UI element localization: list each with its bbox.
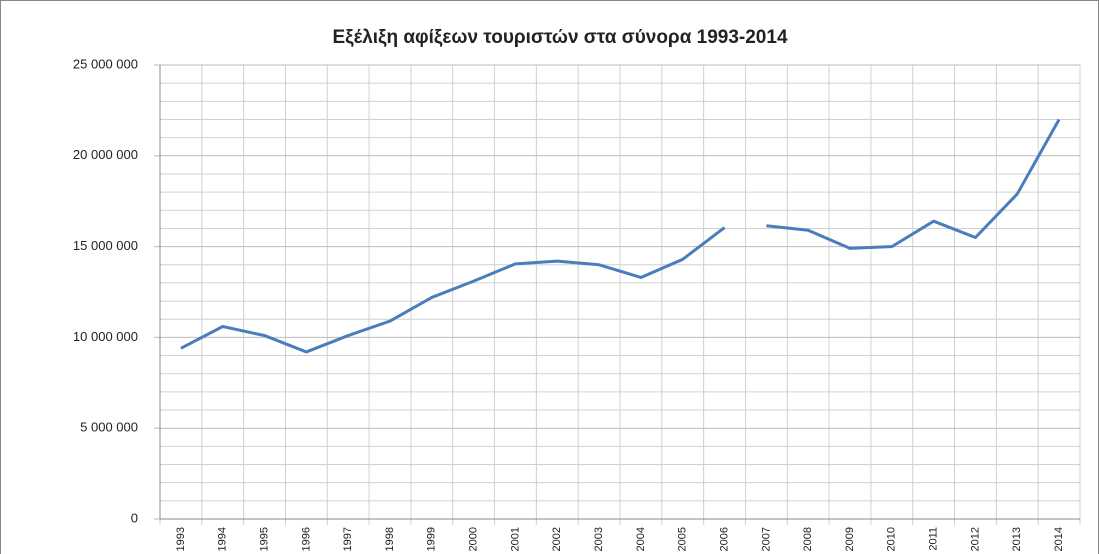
x-tick-label: 1993	[175, 527, 187, 551]
data-line	[766, 118, 1061, 250]
x-tick-label: 2010	[886, 527, 898, 551]
x-tick-label: 1994	[217, 527, 229, 551]
y-tick-label: 5 000 000	[80, 420, 138, 435]
x-tick-label: 2013	[1011, 527, 1023, 551]
chart-title: Εξέλιξη αφίξεων τουριστών στα σύνορα 199…	[332, 27, 787, 48]
y-tick-label: 15 000 000	[73, 238, 138, 253]
y-tick-label: 20 000 000	[73, 147, 138, 162]
x-tick-label: 2004	[635, 527, 647, 551]
x-tick-label: 2005	[677, 527, 689, 551]
x-tick-label: 2002	[551, 527, 563, 551]
data-line	[180, 226, 726, 354]
y-tick-label: 10 000 000	[73, 329, 138, 344]
y-tick-label: 25 000 000	[73, 56, 138, 71]
x-tick-label: 2007	[760, 527, 772, 551]
x-tick-label: 1999	[426, 527, 438, 551]
x-tick-label: 2001	[509, 527, 521, 551]
x-tick-label: 2008	[802, 527, 814, 551]
x-tick-label: 1995	[258, 527, 270, 551]
y-tick-label: 0	[131, 510, 138, 525]
x-tick-label: 2009	[844, 527, 856, 551]
x-tick-label: 2003	[593, 527, 605, 551]
x-tick-label: 2000	[468, 527, 480, 551]
x-tick-label: 2011	[928, 527, 940, 551]
x-tick-label: 2012	[969, 527, 981, 551]
x-tick-label: 2006	[718, 527, 730, 551]
x-tick-label: 1996	[300, 527, 312, 551]
x-tick-label: 1997	[342, 527, 354, 551]
x-tick-label: 1998	[384, 527, 396, 551]
x-tick-label: 2014	[1053, 527, 1065, 551]
